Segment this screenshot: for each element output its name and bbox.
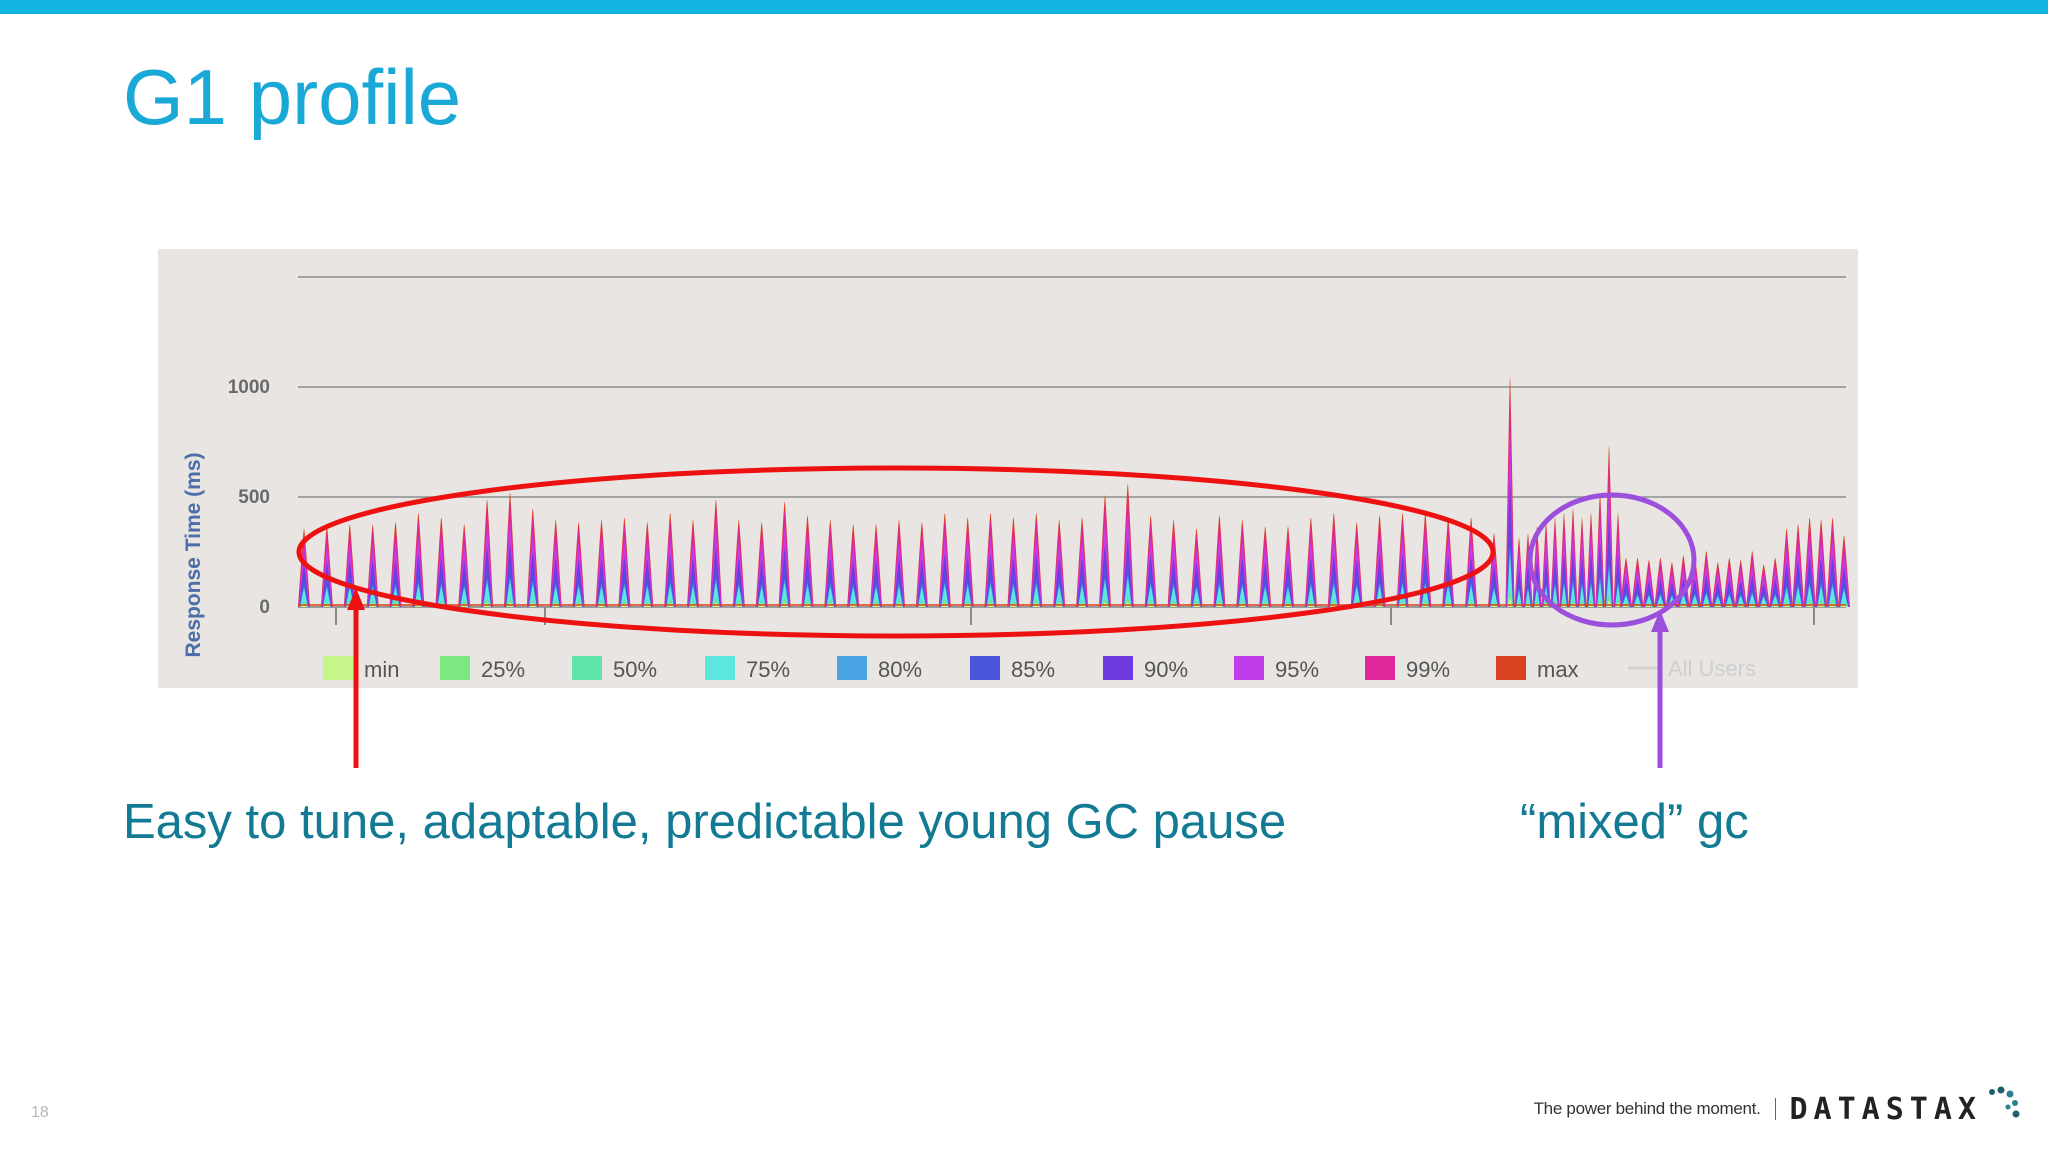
legend-swatch xyxy=(1496,656,1526,680)
legend-label: 95% xyxy=(1275,657,1319,682)
mixed-gc-caption: “mixed” gc xyxy=(1520,795,1749,849)
legend-label: 75% xyxy=(746,657,790,682)
legend-swatch xyxy=(572,656,602,680)
peak-75pct xyxy=(1507,556,1513,607)
peak-75pct xyxy=(1516,591,1522,607)
legend-swatch xyxy=(323,656,353,680)
legend-label: 99% xyxy=(1406,657,1450,682)
peak-75pct xyxy=(1817,587,1825,607)
young-gc-caption: Easy to tune, adaptable, predictable you… xyxy=(123,795,1287,849)
peak-min xyxy=(1714,605,1722,607)
y-tick-label: 500 xyxy=(238,487,270,508)
legend-swatch xyxy=(1103,656,1133,680)
response-time-chart: 0 500 1000 Response Time (ms) min 25% 50% 75% 80… xyxy=(182,276,1850,682)
peak-75pct xyxy=(1702,594,1711,607)
brand-wordmark: DATASTAX xyxy=(1789,1091,1982,1127)
slide-title: G1 profile xyxy=(123,53,462,141)
peak-75pct xyxy=(1782,589,1791,607)
peak-min xyxy=(1725,605,1733,607)
legend-label: 50% xyxy=(613,657,657,682)
legend-swatch xyxy=(837,656,867,680)
peak-75pct xyxy=(1748,594,1757,607)
peak-min xyxy=(1760,605,1768,607)
y-tick-label: 1000 xyxy=(228,377,270,398)
peak-75pct xyxy=(1828,587,1837,607)
legend-label: 85% xyxy=(1011,657,1055,682)
legend-label: min xyxy=(364,657,399,682)
legend-label: 80% xyxy=(878,657,922,682)
chart-panel: 0 500 1000 Response Time (ms) min 25% 50% 75% 80… xyxy=(158,249,1858,688)
legend-swatch xyxy=(970,656,1000,680)
datastax-logo-icon xyxy=(1989,1086,2020,1118)
legend-label: max xyxy=(1537,657,1579,682)
brand-tagline: The power behind the moment. xyxy=(1533,1099,1761,1118)
y-tick-label: 0 xyxy=(259,597,270,618)
y-axis-label: Response Time (ms) xyxy=(182,452,205,657)
peak-min xyxy=(1771,605,1779,607)
peak-75pct xyxy=(1805,587,1814,607)
peak-75pct xyxy=(1840,591,1848,607)
brand-separator xyxy=(1774,1098,1776,1120)
legend-swatch xyxy=(1365,656,1395,680)
slide-number: 18 xyxy=(31,1104,49,1121)
peak-75pct xyxy=(1794,588,1802,607)
top-accent-bar xyxy=(0,0,2048,14)
legend-swatch xyxy=(440,656,470,680)
legend-swatch xyxy=(1234,656,1264,680)
legend-label: All Users xyxy=(1668,656,1756,681)
legend-label: 90% xyxy=(1144,657,1188,682)
peak-min xyxy=(1737,605,1745,607)
legend-swatch xyxy=(705,656,735,680)
footer-brand: The power behind the moment. DATASTAX xyxy=(1534,1086,2020,1132)
legend-label: 25% xyxy=(481,657,525,682)
